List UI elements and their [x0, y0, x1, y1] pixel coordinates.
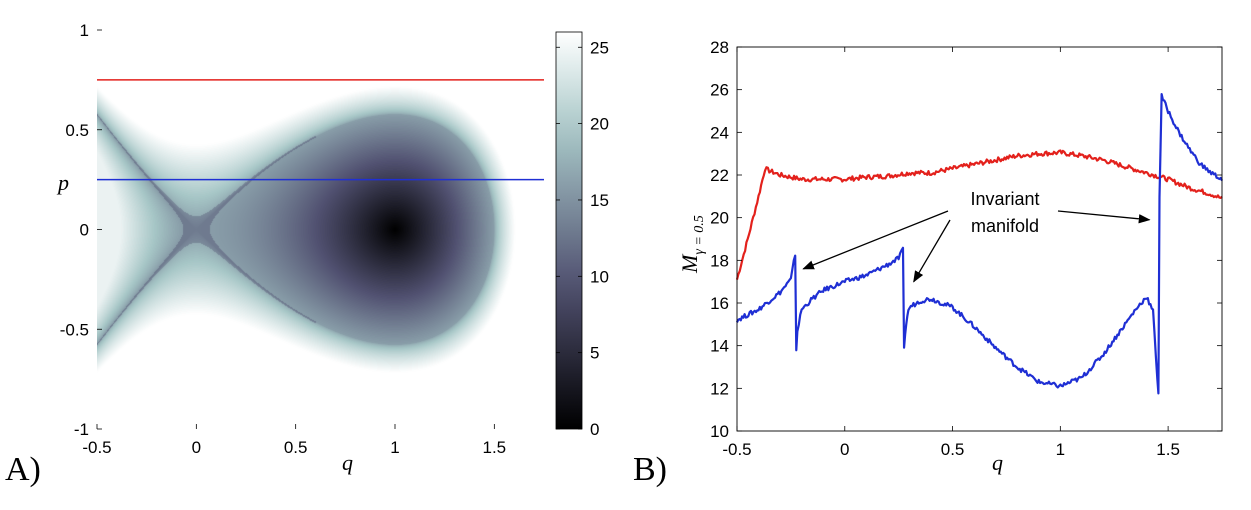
x-tick-label-a: 0.5	[284, 438, 308, 457]
axes-box-b	[736, 46, 1223, 432]
heatmap-image	[97, 30, 544, 429]
series-line-red	[735, 149, 1223, 280]
y-axis-label-b: Mγ = 0.5	[677, 215, 707, 274]
axes-a: -0.5 0 0.5 1 1.510.50-0.5-1	[60, 21, 506, 457]
y-tick-label-b: 24	[710, 123, 729, 142]
x-axis-label-a: q	[342, 450, 353, 475]
colorbar: 25 20 15 10 5 0	[555, 31, 609, 439]
x-axis-label-b: q	[992, 450, 1003, 475]
plot-area-b	[737, 47, 1222, 431]
panel-label-a: A)	[5, 451, 41, 488]
x-tick-label-a: 0	[192, 438, 201, 457]
y-tick-label-b: 10	[710, 422, 729, 441]
y-tick-label-b: 28	[710, 38, 729, 57]
x-tick-label-b: -0.5	[722, 440, 751, 459]
y-tick-label-a: 1	[80, 21, 89, 40]
y-axis-label-a: p	[56, 170, 69, 195]
y-tick-label-b: 20	[710, 209, 729, 228]
x-tick-label-b: 0.5	[941, 440, 965, 459]
colorbar-ticks: 25 20 15 10 5 0	[556, 38, 609, 439]
series-group	[735, 92, 1223, 395]
colorbar-tick-label: 20	[590, 115, 609, 134]
y-label-sub: γ = 0.5	[692, 215, 707, 254]
x-tick-label-a: -0.5	[82, 438, 111, 457]
annotation-arrows	[802, 210, 1151, 283]
y-tick-label-a: -0.5	[60, 320, 89, 339]
y-tick-label-b: 16	[710, 294, 729, 313]
colorbar-tick-label: 15	[590, 191, 609, 210]
annotation: Invariant manifold	[802, 189, 1151, 283]
colorbar-gradient	[555, 31, 583, 430]
panel-a: -0.5 0 0.5 1 1.510.50-0.5-1 A) q p 252015105…	[5, 21, 609, 488]
x-tick-label-a: 1	[390, 438, 399, 457]
annotation-line2: manifold	[971, 216, 1039, 236]
x-tick-label-a: 1.5	[483, 438, 507, 457]
panel-label-b: B)	[633, 451, 667, 488]
x-tick-label-b: 1	[1056, 440, 1065, 459]
x-tick-label-b: 0	[840, 440, 849, 459]
panel-b: -0.5 0 0.5 1 1.5 28 26 24 22 20 18 16 14 12 10 B) q Mγ…	[633, 38, 1223, 488]
x-tick-label-b: 1.5	[1156, 440, 1180, 459]
y-tick-label-b: 26	[710, 81, 729, 100]
y-tick-label-a: 0	[80, 221, 89, 240]
y-tick-label-a: -1	[74, 420, 89, 439]
y-tick-label-b: 12	[710, 379, 729, 398]
y-label-main: M	[677, 253, 702, 274]
annotation-arrow-2	[913, 219, 951, 283]
y-tick-label-b: 18	[710, 251, 729, 270]
colorbar-tick-label: 10	[590, 267, 609, 286]
annotation-line1: Invariant	[970, 189, 1039, 209]
y-tick-label-b: 22	[710, 166, 729, 185]
y-tick-label-a: 0.5	[65, 121, 89, 140]
colorbar-tick-label: 5	[590, 344, 599, 363]
series-line-blue	[736, 92, 1223, 395]
annotation-arrow-3	[1057, 210, 1151, 224]
annotation-arrow-1	[802, 210, 949, 270]
y-tick-label-b: 14	[710, 337, 729, 356]
colorbar-tick-label: 0	[590, 420, 599, 439]
colorbar-tick-label: 25	[590, 38, 609, 57]
horizontal-lines	[97, 79, 544, 181]
axes-b: -0.5 0 0.5 1 1.5 28 26 24 22 20 18 16 14 12 10	[710, 38, 1223, 459]
